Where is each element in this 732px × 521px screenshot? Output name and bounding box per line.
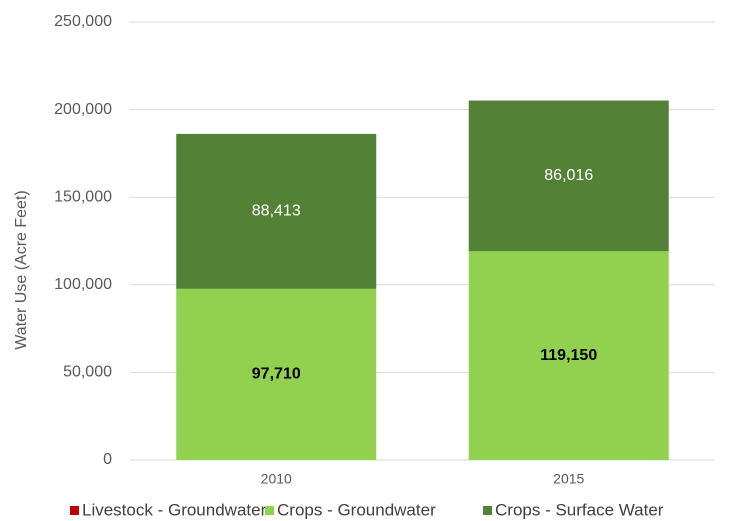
legend-label: Livestock - Groundwater xyxy=(82,500,267,519)
y-tick-label: 0 xyxy=(103,451,112,468)
data-label: 88,413 xyxy=(252,203,301,220)
y-tick-label: 150,000 xyxy=(54,188,112,205)
legend-label: Crops - Surface Water xyxy=(495,500,664,519)
y-tick-label: 100,000 xyxy=(54,276,112,293)
data-label: 86,016 xyxy=(544,167,593,184)
x-tick-label: 2010 xyxy=(261,471,292,487)
y-tick-label: 50,000 xyxy=(63,364,112,381)
y-axis-label: Water Use (Acre Feet) xyxy=(13,190,30,349)
y-tick-label: 200,000 xyxy=(54,101,112,118)
bar-segment xyxy=(468,100,669,252)
bar-segment xyxy=(176,133,377,289)
legend-marker xyxy=(483,506,492,515)
legend-marker xyxy=(70,506,79,515)
bar-segment xyxy=(468,251,669,460)
legend-marker xyxy=(265,506,274,515)
y-tick-label: 250,000 xyxy=(54,13,112,30)
legend-label: Crops - Groundwater xyxy=(277,500,436,519)
bar-segment xyxy=(176,288,377,460)
data-label: 119,150 xyxy=(540,347,597,364)
data-label: 97,710 xyxy=(252,366,301,383)
x-tick-label: 2015 xyxy=(553,471,584,487)
